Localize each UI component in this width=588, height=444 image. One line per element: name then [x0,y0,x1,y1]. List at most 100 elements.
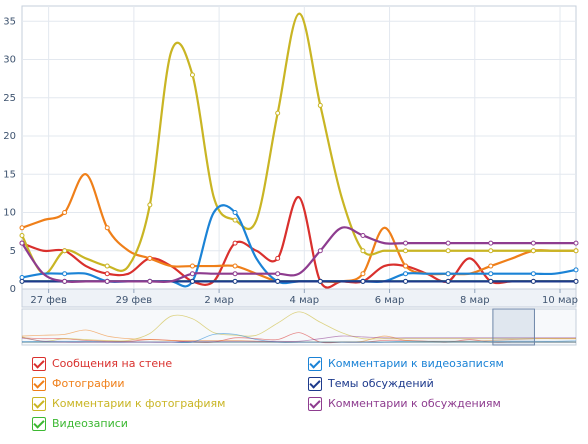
data-point [104,271,110,277]
data-point [530,278,536,284]
data-point [445,271,451,277]
data-point [19,225,25,231]
data-point [360,232,366,238]
x-tick-label: 2 мар [204,295,234,306]
navigator-window[interactable] [492,308,535,346]
data-point [232,278,238,284]
data-point [530,240,536,246]
data-point [488,240,494,246]
y-tick-label: 15 [3,169,16,180]
data-point [573,240,579,246]
range-navigator[interactable] [21,308,577,346]
data-point [403,271,409,277]
data-point [403,240,409,246]
y-tick-label: 35 [3,16,16,27]
x-axis: 27 фев 29 фев 2 мар 4 мар 6 мар 8 мар 10 мар [21,288,578,308]
data-point [232,217,238,223]
data-point [147,255,153,261]
legend-label: Комментарии к видеозаписям [328,357,504,370]
data-point [573,248,579,254]
x-tick-label: 4 мар [290,295,320,306]
data-point [488,248,494,254]
y-axis: 0 5 10 15 20 25 30 35 [3,16,16,295]
data-point [62,278,68,284]
data-point [488,263,494,269]
data-point [530,271,536,277]
data-point [403,263,409,269]
checkbox-icon[interactable] [32,357,46,371]
series-line [21,226,576,284]
data-point [62,248,68,254]
data-point [360,278,366,284]
checkbox-icon[interactable] [32,417,46,431]
checkbox-icon[interactable] [308,397,322,411]
legend-label: Фотографии [52,377,125,390]
x-tick-label: 29 фев [116,295,153,306]
data-point [403,278,409,284]
series-line [21,12,576,275]
checkbox-icon[interactable] [308,377,322,391]
data-point [147,202,153,208]
y-tick-label: 5 [10,246,16,257]
x-tick-label: 27 фев [30,295,67,306]
data-point [232,263,238,269]
data-point [275,278,281,284]
data-point [573,278,579,284]
legend-label: Темы обсуждений [328,377,434,390]
navigator-series-line [21,335,576,343]
data-point [445,248,451,254]
y-tick-label: 10 [3,208,16,219]
data-point [104,278,110,284]
data-point [488,271,494,277]
legend-label: Комментарии к фотографиям [52,397,226,410]
legend-label: Комментарии к обсуждениям [328,397,501,410]
data-point [275,255,281,261]
data-point [573,267,579,273]
data-point [530,248,536,254]
data-point [189,271,195,277]
data-point [445,278,451,284]
data-point [19,240,25,246]
data-point [445,240,451,246]
x-tick-label: 8 мар [460,295,490,306]
data-point [62,210,68,216]
data-point [19,278,25,284]
data-point [317,248,323,254]
x-axis-band [21,288,577,308]
chart-grid [21,5,577,290]
series-Комментарии к обсуждениям [19,226,579,284]
data-point [360,271,366,277]
data-point [317,278,323,284]
checkbox-icon[interactable] [32,377,46,391]
data-point [104,225,110,231]
checkbox-icon[interactable] [308,357,322,371]
data-point [147,278,153,284]
data-point [19,232,25,238]
data-point [317,102,323,108]
data-point [275,110,281,116]
data-point [189,278,195,284]
plot-area [21,5,577,290]
data-point [232,271,238,277]
chart-series [19,12,579,289]
y-tick-label: 0 [10,284,16,295]
data-point [189,72,195,78]
data-point [488,278,494,284]
data-point [232,240,238,246]
data-point [232,210,238,216]
data-point [360,248,366,254]
y-tick-label: 30 [3,55,16,66]
y-tick-label: 25 [3,93,16,104]
series-Комментарии к фотографиям [19,12,579,275]
x-tick-label: 6 мар [375,295,405,306]
y-tick-label: 20 [3,131,16,142]
chart-canvas: 0 5 10 15 20 25 30 35 27 фев 29 фев 2 мар 4 мар 6 м… [3,5,579,346]
data-point [403,248,409,254]
navigator-series-line [21,311,576,342]
legend-label: Видеозаписи [52,417,128,430]
data-point [104,263,110,269]
checkbox-icon[interactable] [32,397,46,411]
x-tick-label: 10 мар [542,295,578,306]
data-point [62,271,68,277]
